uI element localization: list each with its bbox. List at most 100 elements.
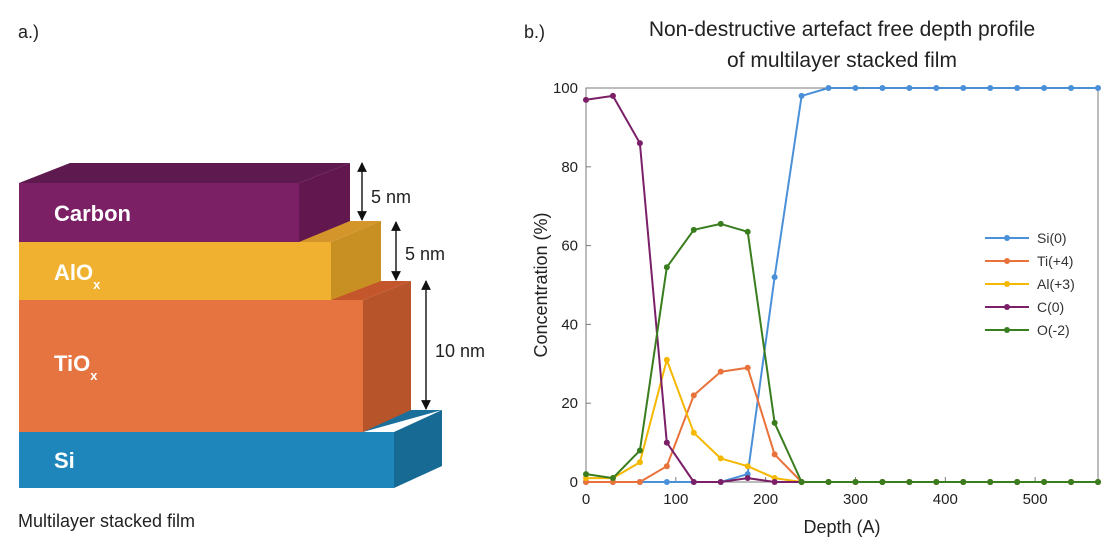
data-point-o-2 [636, 447, 643, 454]
data-point-o-2 [825, 479, 832, 485]
data-point-si-0 [879, 85, 886, 91]
layer-si-front [19, 432, 394, 488]
legend-label: Al(+3) [1037, 276, 1075, 292]
series-o-2 [583, 220, 1101, 485]
data-point-c-0 [636, 140, 643, 147]
data-point-si-0 [852, 85, 859, 91]
legend-label: O(-2) [1037, 322, 1070, 338]
data-point-o-2 [852, 479, 859, 485]
data-point-o-2 [960, 479, 967, 485]
y-tick-label: 100 [553, 80, 578, 97]
data-point-o-2 [583, 471, 589, 478]
layer-tiox: TiOx [19, 281, 411, 432]
panel-a-caption: Multilayer stacked film [18, 511, 195, 531]
data-point-c-0 [690, 479, 697, 485]
x-axis-ticks: 0 100 200 300 400 500 [582, 477, 1048, 508]
x-tick-label: 0 [582, 491, 590, 508]
y-tick-label: 80 [561, 159, 578, 176]
data-point-o-2 [609, 475, 616, 482]
legend: Si(0) Ti(+4) Al(+3) C(0) O(-2) [985, 230, 1075, 338]
y-tick-label: 40 [561, 316, 578, 333]
x-tick-label: 200 [753, 491, 778, 508]
layer-carbon-front [19, 183, 299, 242]
dimension-label-alox: 5 nm [405, 244, 445, 264]
y-axis-label: Concentration (%) [531, 212, 551, 357]
layer-tiox-front [19, 300, 363, 432]
data-point-si-0 [825, 85, 832, 91]
layer-carbon: Carbon [19, 163, 350, 242]
legend-item-al-3: Al(+3) [985, 276, 1075, 292]
data-point-al-3 [690, 429, 697, 436]
panel-b: b.) Non-destructive artefact free depth … [524, 18, 1101, 537]
panel-a-label: a.) [18, 22, 39, 42]
data-point-o-2 [1041, 479, 1048, 485]
chart-title-line-2: of multilayer stacked film [727, 49, 957, 72]
data-point-o-2 [906, 479, 913, 485]
data-point-o-2 [933, 479, 940, 485]
series-line-o-2 [585, 222, 1098, 483]
dimension-label-carbon: 5 nm [371, 187, 411, 207]
data-point-ti-4 [744, 364, 751, 371]
data-point-ti-4 [663, 463, 670, 470]
data-point-si-0 [906, 85, 913, 91]
data-point-si-0 [1041, 85, 1048, 91]
data-point-si-0 [960, 85, 967, 91]
data-point-o-2 [1014, 479, 1021, 485]
data-point-c-0 [583, 96, 589, 103]
data-point-o-2 [798, 479, 805, 485]
data-point-o-2 [690, 226, 697, 233]
data-point-c-0 [771, 479, 778, 485]
data-point-o-2 [744, 228, 751, 235]
data-point-si-0 [1095, 85, 1101, 91]
series-c-0 [583, 92, 1101, 485]
layer-si-side [394, 410, 442, 488]
data-point-al-3 [663, 356, 670, 363]
layer-carbon-side [299, 163, 350, 242]
legend-item-c-0: C(0) [985, 299, 1064, 315]
dimension-label-tiox: 10 nm [435, 341, 485, 361]
series-line-si-0 [586, 87, 1098, 483]
layer-carbon-label: Carbon [54, 201, 131, 226]
x-tick-label: 300 [843, 491, 868, 508]
layer-tiox-label: TiOx [54, 351, 98, 383]
y-tick-label: 20 [561, 395, 578, 412]
x-tick-label: 500 [1023, 491, 1048, 508]
data-point-c-0 [663, 439, 670, 446]
chart-title-line-1: Non-destructive artefact free depth prof… [649, 18, 1035, 41]
y-tick-label: 0 [570, 474, 578, 491]
panel-a: a.) Si TiOx AlOx Carbon [18, 22, 485, 531]
legend-item-ti-4: Ti(+4) [985, 253, 1073, 269]
legend-marker [1004, 281, 1010, 287]
data-point-o-2 [987, 479, 994, 485]
x-tick-label: 100 [663, 491, 688, 508]
x-tick-label: 400 [933, 491, 958, 508]
series-line-al-3 [586, 358, 1098, 483]
data-point-ti-4 [771, 451, 778, 458]
legend-label: Si(0) [1037, 230, 1067, 246]
data-point-al-3 [717, 455, 724, 462]
data-point-o-2 [663, 264, 670, 271]
panel-b-label: b.) [524, 22, 545, 42]
y-axis-ticks: 0 20 40 60 80 100 [553, 80, 591, 491]
data-point-si-0 [987, 85, 994, 91]
layer-alox-front [19, 242, 331, 300]
legend-marker [1004, 304, 1010, 310]
y-tick-label: 60 [561, 238, 578, 255]
data-point-si-0 [1068, 85, 1075, 91]
data-point-o-2 [1068, 479, 1075, 485]
data-point-c-0 [744, 475, 751, 482]
legend-marker [1004, 258, 1010, 264]
data-point-c-0 [609, 92, 616, 99]
layer-tiox-side [363, 281, 411, 432]
chart-series [583, 85, 1101, 485]
legend-marker [1004, 235, 1010, 241]
legend-marker [1004, 327, 1010, 333]
data-point-c-0 [717, 479, 724, 485]
data-point-ti-4 [636, 479, 643, 485]
data-point-o-2 [879, 479, 886, 485]
legend-label: C(0) [1037, 299, 1064, 315]
data-point-o-2 [717, 220, 724, 227]
legend-item-si-0: Si(0) [985, 230, 1067, 246]
data-point-ti-4 [690, 392, 697, 399]
legend-item-o-2: O(-2) [985, 322, 1070, 338]
